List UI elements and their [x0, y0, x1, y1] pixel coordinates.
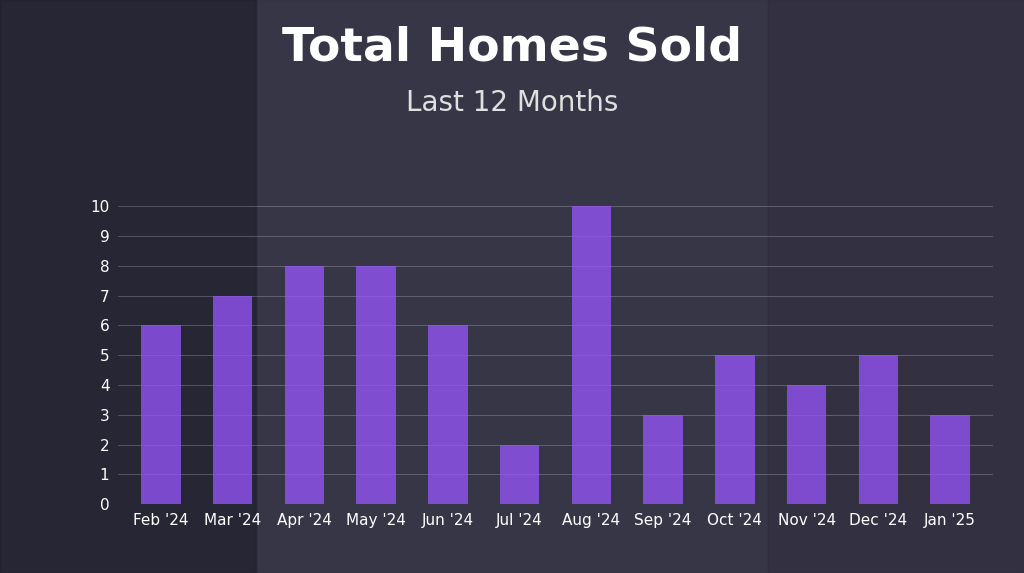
Bar [931, 415, 970, 504]
Bar [285, 266, 324, 504]
Bar [571, 206, 611, 504]
Bar [0, 0, 256, 573]
Bar [768, 0, 1024, 573]
Bar [715, 355, 755, 504]
Bar [141, 325, 180, 504]
Bar [643, 415, 683, 504]
Text: Last 12 Months: Last 12 Months [406, 89, 618, 117]
Text: Total Homes Sold: Total Homes Sold [282, 26, 742, 71]
Bar [428, 325, 468, 504]
Bar [213, 296, 252, 504]
Bar [859, 355, 898, 504]
Bar [356, 266, 396, 504]
Bar [500, 445, 540, 504]
Bar [256, 0, 768, 573]
Bar [787, 385, 826, 504]
